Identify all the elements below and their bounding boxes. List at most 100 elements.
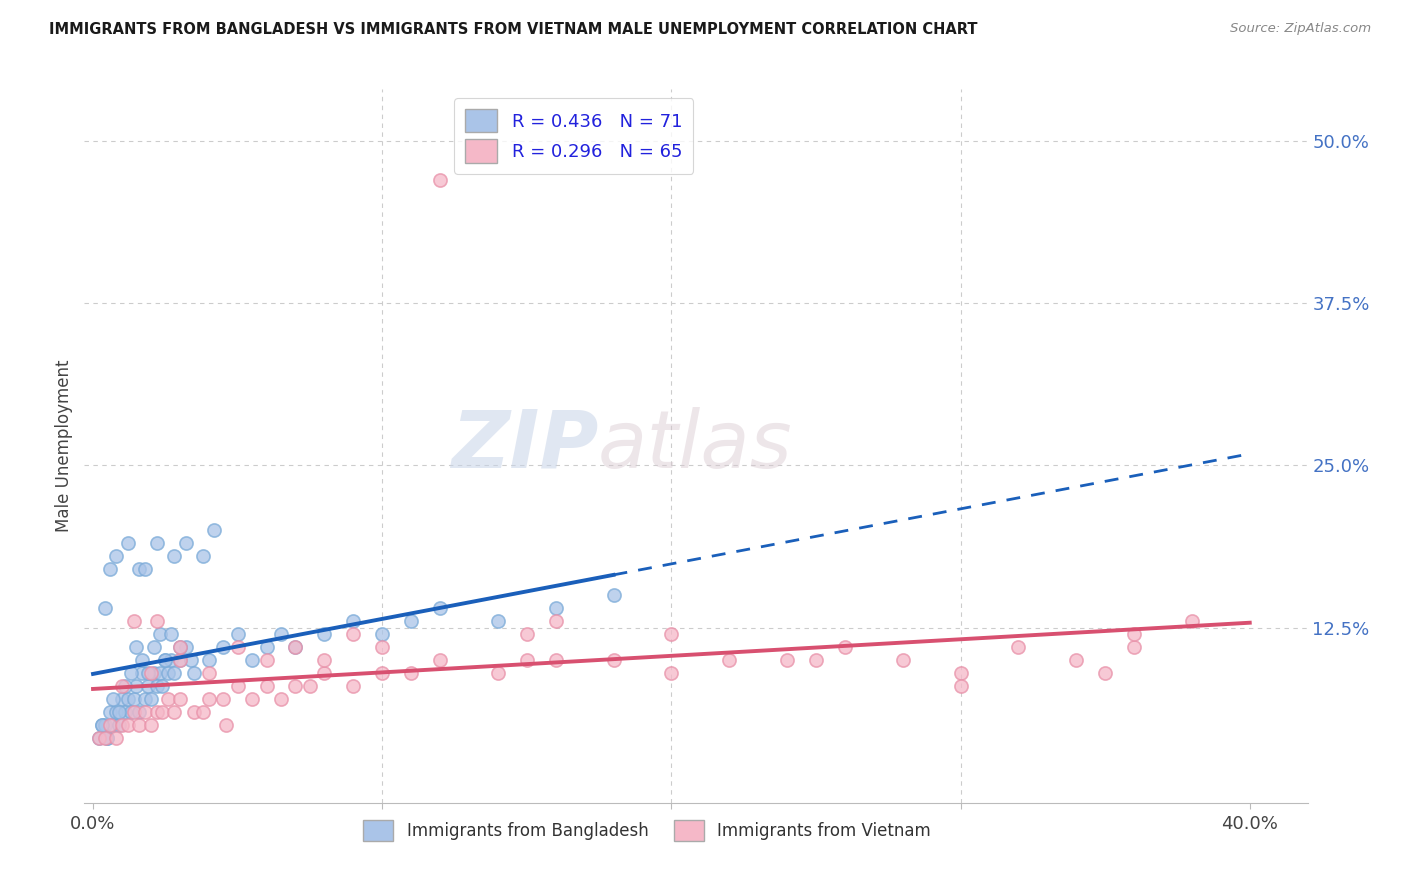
- Point: [136, 679, 159, 693]
- Point: [891, 653, 914, 667]
- Point: [114, 705, 136, 719]
- Point: [486, 666, 509, 681]
- Point: [145, 536, 167, 550]
- Point: [174, 536, 197, 550]
- Point: [114, 679, 136, 693]
- Point: [240, 653, 263, 667]
- Point: [87, 731, 110, 745]
- Point: [157, 666, 180, 681]
- Point: [145, 705, 167, 719]
- Text: Source: ZipAtlas.com: Source: ZipAtlas.com: [1230, 22, 1371, 36]
- Point: [516, 627, 538, 641]
- Point: [544, 601, 567, 615]
- Point: [183, 705, 205, 719]
- Point: [163, 666, 186, 681]
- Point: [204, 524, 226, 538]
- Point: [342, 614, 364, 628]
- Point: [1123, 627, 1146, 641]
- Point: [183, 666, 205, 681]
- Point: [804, 653, 827, 667]
- Point: [96, 731, 118, 745]
- Point: [240, 692, 263, 706]
- Point: [197, 666, 219, 681]
- Point: [191, 549, 214, 564]
- Point: [125, 679, 148, 693]
- Point: [90, 718, 112, 732]
- Point: [111, 692, 134, 706]
- Point: [429, 173, 451, 187]
- Point: [122, 705, 145, 719]
- Point: [718, 653, 741, 667]
- Point: [134, 692, 156, 706]
- Point: [152, 679, 174, 693]
- Point: [602, 653, 624, 667]
- Point: [174, 640, 197, 654]
- Point: [834, 640, 856, 654]
- Point: [120, 705, 142, 719]
- Point: [429, 601, 451, 615]
- Point: [160, 627, 183, 641]
- Point: [270, 627, 292, 641]
- Text: ZIP: ZIP: [451, 407, 598, 485]
- Point: [284, 679, 307, 693]
- Point: [661, 627, 683, 641]
- Point: [134, 705, 156, 719]
- Point: [100, 718, 122, 732]
- Point: [226, 627, 249, 641]
- Point: [148, 666, 170, 681]
- Point: [169, 692, 191, 706]
- Point: [131, 653, 153, 667]
- Point: [148, 627, 170, 641]
- Point: [1064, 653, 1087, 667]
- Point: [371, 627, 394, 641]
- Point: [776, 653, 799, 667]
- Point: [342, 627, 364, 641]
- Point: [399, 666, 422, 681]
- Point: [163, 705, 186, 719]
- Point: [155, 653, 177, 667]
- Point: [122, 692, 145, 706]
- Point: [602, 588, 624, 602]
- Point: [284, 640, 307, 654]
- Point: [949, 666, 972, 681]
- Point: [342, 679, 364, 693]
- Point: [128, 718, 150, 732]
- Point: [145, 614, 167, 628]
- Point: [256, 640, 278, 654]
- Point: [142, 666, 165, 681]
- Legend: Immigrants from Bangladesh, Immigrants from Vietnam: Immigrants from Bangladesh, Immigrants f…: [357, 814, 938, 848]
- Point: [103, 718, 125, 732]
- Point: [256, 679, 278, 693]
- Point: [105, 731, 128, 745]
- Point: [128, 562, 150, 576]
- Point: [96, 731, 118, 745]
- Point: [949, 679, 972, 693]
- Point: [93, 731, 115, 745]
- Point: [111, 679, 134, 693]
- Point: [100, 562, 122, 576]
- Point: [157, 692, 180, 706]
- Point: [1007, 640, 1029, 654]
- Point: [226, 679, 249, 693]
- Point: [142, 640, 165, 654]
- Point: [314, 666, 336, 681]
- Point: [108, 705, 131, 719]
- Point: [516, 653, 538, 667]
- Point: [270, 692, 292, 706]
- Point: [1181, 614, 1204, 628]
- Point: [134, 562, 156, 576]
- Point: [544, 614, 567, 628]
- Point: [429, 653, 451, 667]
- Point: [544, 653, 567, 667]
- Text: atlas: atlas: [598, 407, 793, 485]
- Point: [125, 640, 148, 654]
- Point: [180, 653, 202, 667]
- Point: [117, 718, 139, 732]
- Point: [169, 653, 191, 667]
- Point: [371, 666, 394, 681]
- Point: [163, 549, 186, 564]
- Point: [197, 653, 219, 667]
- Point: [1094, 666, 1116, 681]
- Point: [136, 666, 159, 681]
- Point: [226, 640, 249, 654]
